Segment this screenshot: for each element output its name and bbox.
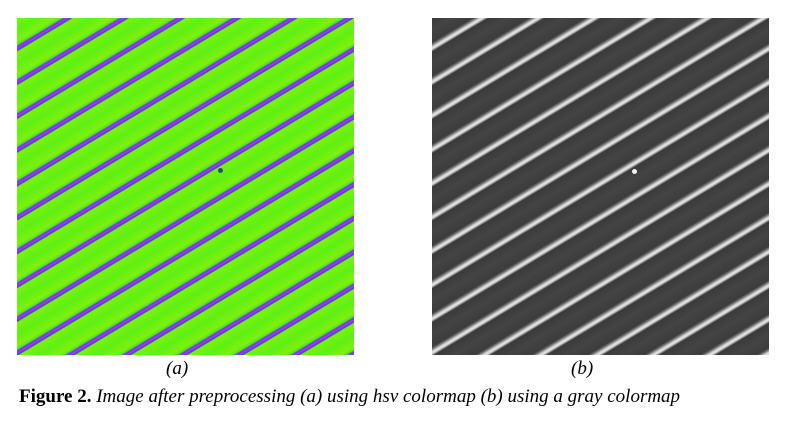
figure-caption: Figure 2. Image after preprocessing (a) …: [19, 386, 680, 408]
subfigure-label-b: (b): [571, 358, 594, 379]
gray-colormap-image: [432, 18, 769, 355]
hsv-colormap-image: [17, 18, 354, 355]
defect-spot: [218, 168, 223, 173]
defect-spot: [632, 169, 637, 174]
subfigure-label-a: (a): [166, 358, 189, 379]
caption-label: Figure 2.: [19, 386, 92, 407]
caption-text: Image after preprocessing (a) using hsv …: [91, 386, 681, 407]
